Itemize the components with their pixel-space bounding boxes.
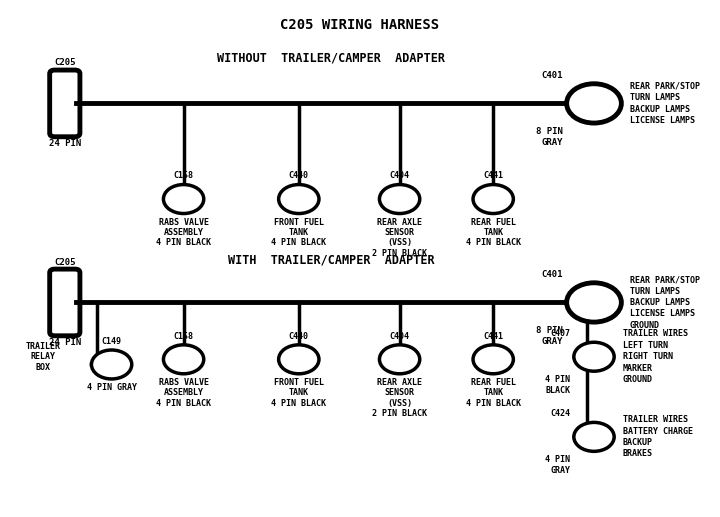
Text: C149: C149 bbox=[102, 337, 122, 346]
Circle shape bbox=[379, 345, 420, 374]
Text: 24 PIN: 24 PIN bbox=[49, 139, 81, 148]
FancyBboxPatch shape bbox=[50, 269, 80, 336]
Text: BATTERY CHARGE: BATTERY CHARGE bbox=[623, 427, 693, 436]
Text: C440: C440 bbox=[289, 172, 309, 180]
Text: BACKUP LAMPS: BACKUP LAMPS bbox=[630, 104, 690, 114]
Text: C424: C424 bbox=[550, 409, 570, 418]
Text: C158: C158 bbox=[174, 332, 194, 341]
Text: TRAILER
RELAY
BOX: TRAILER RELAY BOX bbox=[26, 342, 60, 372]
Circle shape bbox=[473, 185, 513, 214]
Text: 24 PIN: 24 PIN bbox=[49, 339, 81, 347]
Text: 8 PIN
GRAY: 8 PIN GRAY bbox=[536, 127, 563, 147]
Text: FRONT FUEL
TANK
4 PIN BLACK: FRONT FUEL TANK 4 PIN BLACK bbox=[271, 218, 326, 248]
Circle shape bbox=[574, 422, 614, 451]
Text: C404: C404 bbox=[390, 332, 410, 341]
FancyBboxPatch shape bbox=[50, 70, 80, 136]
Text: REAR FUEL
TANK
4 PIN BLACK: REAR FUEL TANK 4 PIN BLACK bbox=[466, 378, 521, 408]
Text: 4 PIN GRAY: 4 PIN GRAY bbox=[86, 383, 137, 392]
Text: REAR PARK/STOP: REAR PARK/STOP bbox=[630, 275, 700, 284]
Text: REAR AXLE
SENSOR
(VSS)
2 PIN BLACK: REAR AXLE SENSOR (VSS) 2 PIN BLACK bbox=[372, 378, 427, 418]
Circle shape bbox=[91, 350, 132, 379]
Text: GROUND: GROUND bbox=[630, 321, 660, 330]
Text: WITHOUT  TRAILER/CAMPER  ADAPTER: WITHOUT TRAILER/CAMPER ADAPTER bbox=[217, 52, 445, 65]
Circle shape bbox=[279, 345, 319, 374]
Circle shape bbox=[567, 283, 621, 322]
Text: LICENSE LAMPS: LICENSE LAMPS bbox=[630, 116, 695, 125]
Text: BRAKES: BRAKES bbox=[623, 449, 653, 459]
Text: C158: C158 bbox=[174, 172, 194, 180]
Circle shape bbox=[163, 345, 204, 374]
Text: WITH  TRAILER/CAMPER  ADAPTER: WITH TRAILER/CAMPER ADAPTER bbox=[228, 253, 434, 266]
Text: C440: C440 bbox=[289, 332, 309, 341]
Text: REAR AXLE
SENSOR
(VSS)
2 PIN BLACK: REAR AXLE SENSOR (VSS) 2 PIN BLACK bbox=[372, 218, 427, 258]
Text: LICENSE LAMPS: LICENSE LAMPS bbox=[630, 309, 695, 318]
Text: REAR FUEL
TANK
4 PIN BLACK: REAR FUEL TANK 4 PIN BLACK bbox=[466, 218, 521, 248]
Text: LEFT TURN: LEFT TURN bbox=[623, 341, 668, 350]
Text: C404: C404 bbox=[390, 172, 410, 180]
Text: RABS VALVE
ASSEMBLY
4 PIN BLACK: RABS VALVE ASSEMBLY 4 PIN BLACK bbox=[156, 218, 211, 248]
Circle shape bbox=[574, 342, 614, 371]
Text: BACKUP LAMPS: BACKUP LAMPS bbox=[630, 298, 690, 307]
Text: TURN LAMPS: TURN LAMPS bbox=[630, 93, 680, 102]
Circle shape bbox=[279, 185, 319, 214]
Text: C205: C205 bbox=[54, 257, 76, 267]
Text: TURN LAMPS: TURN LAMPS bbox=[630, 286, 680, 296]
Text: C407: C407 bbox=[550, 329, 570, 338]
Text: FRONT FUEL
TANK
4 PIN BLACK: FRONT FUEL TANK 4 PIN BLACK bbox=[271, 378, 326, 408]
Text: GROUND: GROUND bbox=[623, 375, 653, 384]
Circle shape bbox=[163, 185, 204, 214]
Text: MARKER: MARKER bbox=[623, 363, 653, 373]
Text: RABS VALVE
ASSEMBLY
4 PIN BLACK: RABS VALVE ASSEMBLY 4 PIN BLACK bbox=[156, 378, 211, 408]
Text: 8 PIN
GRAY: 8 PIN GRAY bbox=[536, 326, 563, 346]
Text: REAR PARK/STOP: REAR PARK/STOP bbox=[630, 82, 700, 91]
Text: C441: C441 bbox=[483, 332, 503, 341]
Text: 4 PIN
BLACK: 4 PIN BLACK bbox=[545, 375, 570, 395]
Text: TRAILER WIRES: TRAILER WIRES bbox=[623, 329, 688, 339]
Text: C441: C441 bbox=[483, 172, 503, 180]
Text: TRAILER WIRES: TRAILER WIRES bbox=[623, 415, 688, 424]
Text: C205 WIRING HARNESS: C205 WIRING HARNESS bbox=[280, 18, 440, 32]
Circle shape bbox=[379, 185, 420, 214]
Circle shape bbox=[567, 84, 621, 123]
Circle shape bbox=[473, 345, 513, 374]
Text: RIGHT TURN: RIGHT TURN bbox=[623, 352, 672, 361]
Text: 4 PIN
GRAY: 4 PIN GRAY bbox=[545, 455, 570, 475]
Text: BACKUP: BACKUP bbox=[623, 438, 653, 447]
Text: C401: C401 bbox=[541, 71, 563, 80]
Text: C401: C401 bbox=[541, 270, 563, 279]
Text: C205: C205 bbox=[54, 58, 76, 67]
